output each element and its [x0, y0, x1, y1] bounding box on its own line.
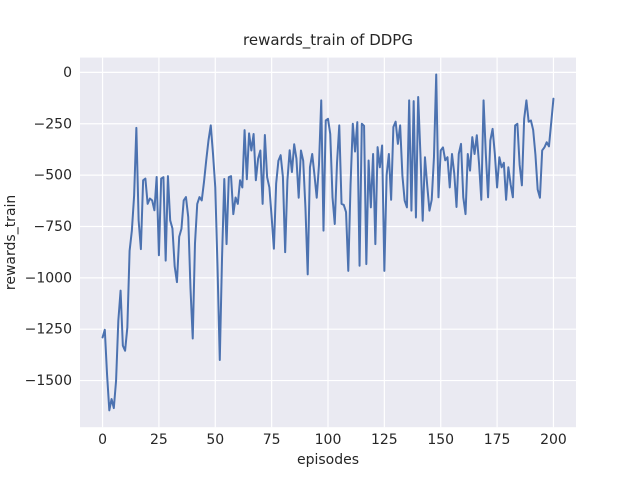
- x-tick-label: 50: [206, 432, 224, 448]
- y-tick-label: −1000: [25, 270, 72, 286]
- x-tick-label: 75: [263, 432, 281, 448]
- x-tick-label: 100: [315, 432, 342, 448]
- line-series-rewards-train: [101, 73, 555, 412]
- y-tick-label: −1250: [25, 322, 72, 338]
- x-tick-label: 175: [484, 432, 511, 448]
- y-tick-label: −1500: [25, 373, 72, 389]
- x-tick-label: 125: [371, 432, 398, 448]
- x-tick-label: 25: [150, 432, 168, 448]
- x-tick-label: 0: [98, 432, 107, 448]
- y-tick-label: −750: [34, 219, 72, 235]
- x-tick-label: 200: [540, 432, 567, 448]
- chart-title: rewards_train of DDPG: [243, 31, 413, 49]
- y-axis-label: rewards_train: [3, 195, 19, 290]
- x-tick-label: 150: [427, 432, 454, 448]
- x-axis-label: episodes: [297, 452, 359, 468]
- y-tick-label: −500: [34, 168, 72, 184]
- y-tick-label: 0: [63, 65, 72, 81]
- y-tick-label: −250: [34, 116, 72, 132]
